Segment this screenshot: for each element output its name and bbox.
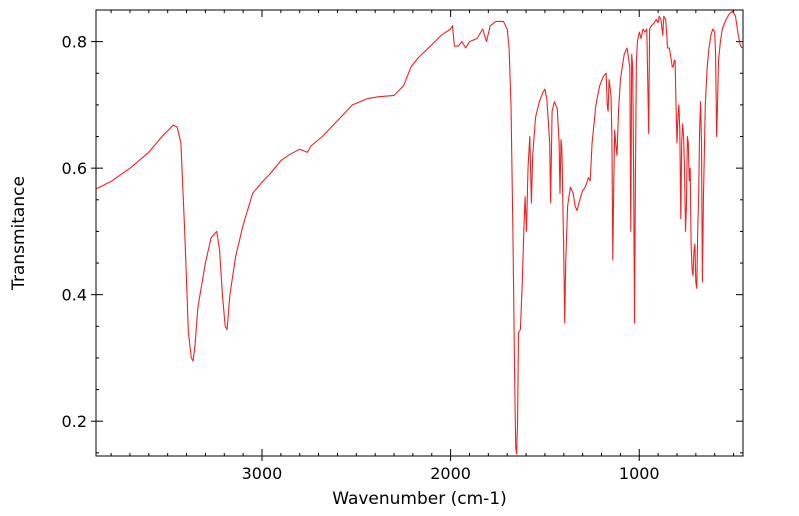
y-tick-label: 0.4 [62, 286, 87, 305]
tick-labels: 3000 2000 1000 0.2 0.4 0.6 0.8 [62, 33, 660, 483]
x-tick-label: 1000 [619, 464, 660, 483]
x-axis-label: Wavenumber (cm-1) [332, 489, 507, 509]
y-tick-label: 0.8 [62, 33, 87, 52]
x-tick-label: 3000 [242, 464, 283, 483]
plot-frame [95, 9, 744, 457]
y-tick-label: 0.2 [62, 412, 87, 431]
x-tick-label: 2000 [430, 464, 471, 483]
series-group [95, 10, 743, 455]
spectrum-line [95, 10, 743, 455]
y-tick-label: 0.6 [62, 159, 87, 178]
y-axis-label: Transmitance [9, 176, 29, 291]
axis-ticks [91, 9, 743, 461]
